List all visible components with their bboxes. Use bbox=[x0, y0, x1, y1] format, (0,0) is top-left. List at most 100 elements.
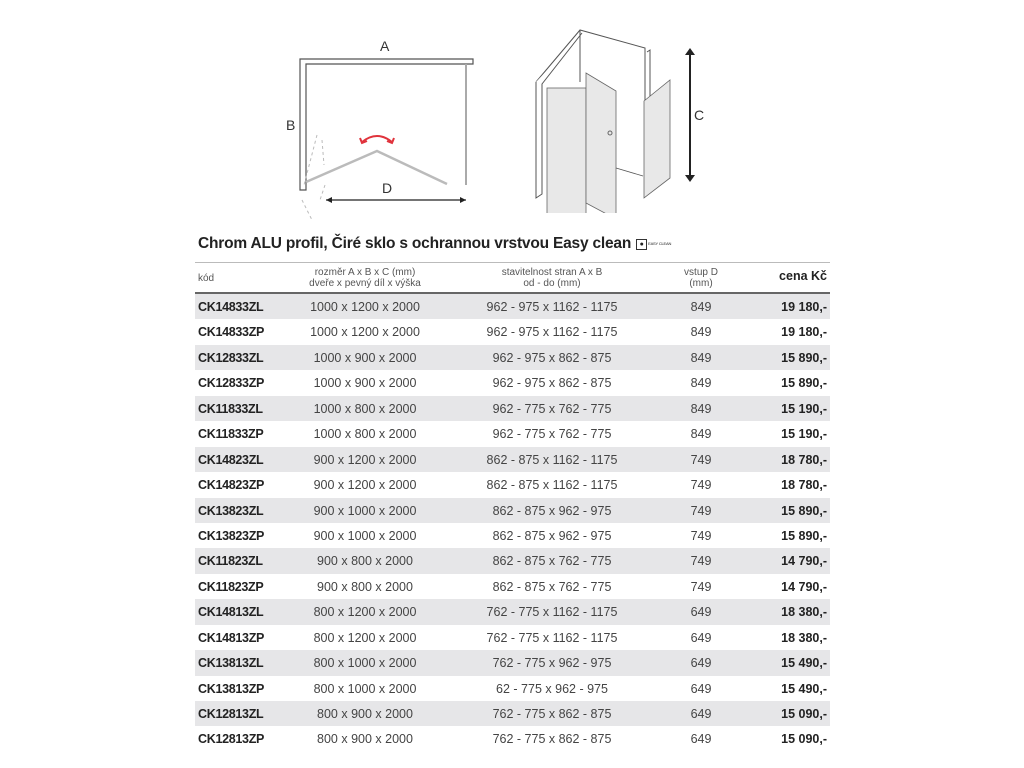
cell-entry: 849 bbox=[690, 376, 712, 391]
cell-adjust: 762 - 775 x 1162 - 1175 bbox=[486, 630, 618, 645]
cell-adjust: 962 - 775 x 762 - 775 bbox=[492, 401, 612, 416]
cell-entry: 849 bbox=[690, 350, 712, 365]
table-row: CK12813ZP 800 x 900 x 2000 762 - 775 x 862… bbox=[195, 726, 830, 751]
cell-adjust: 762 - 775 x 862 - 875 bbox=[492, 732, 612, 747]
cell-price: 15 490,- bbox=[781, 681, 827, 696]
cell-adjust: 862 - 875 x 762 - 775 bbox=[492, 579, 612, 594]
table-row: CK11833ZP 1000 x 800 x 2000 962 - 775 x 76… bbox=[195, 421, 830, 446]
cell-entry: 749 bbox=[690, 579, 712, 594]
cell-entry: 649 bbox=[690, 732, 712, 747]
cell-size: 900 x 1200 x 2000 bbox=[313, 452, 417, 467]
table-row: CK13823ZP 900 x 1000 x 2000 862 - 875 x 96… bbox=[195, 523, 830, 548]
cell-size: 900 x 1000 x 2000 bbox=[313, 503, 417, 518]
cell-entry: 749 bbox=[690, 554, 712, 569]
cell-price: 18 380,- bbox=[781, 630, 827, 645]
cell-size: 1000 x 900 x 2000 bbox=[313, 350, 417, 365]
cell-adjust: 962 - 975 x 862 - 875 bbox=[492, 376, 612, 391]
swing-arrow-icon bbox=[361, 135, 393, 143]
table-row: CK14823ZP 900 x 1200 x 2000 862 - 875 x 11… bbox=[195, 472, 830, 497]
cell-entry: 849 bbox=[690, 325, 712, 340]
cell-code: CK14813ZL bbox=[198, 605, 264, 620]
cell-size: 800 x 1000 x 2000 bbox=[313, 681, 417, 696]
cell-size: 800 x 900 x 2000 bbox=[317, 732, 413, 747]
cell-code: CK13823ZP bbox=[198, 528, 265, 543]
header-size-line2: dveře x pevný díl x výška bbox=[309, 278, 421, 289]
cell-entry: 749 bbox=[690, 528, 712, 543]
cell-adjust: 762 - 775 x 1162 - 1175 bbox=[486, 605, 618, 620]
header-size: rozměr A x B x C (mm) dveře x pevný díl x… bbox=[290, 267, 440, 289]
cell-code: CK14813ZP bbox=[198, 630, 265, 645]
cell-adjust: 862 - 875 x 962 - 975 bbox=[492, 503, 612, 518]
cell-price: 14 790,- bbox=[781, 554, 827, 569]
cell-price: 18 780,- bbox=[781, 452, 827, 467]
header-code: kód bbox=[198, 273, 215, 284]
table-row: CK14833ZL 1000 x 1200 x 2000 962 - 975 x 1… bbox=[195, 294, 830, 320]
label-d: D bbox=[382, 180, 393, 196]
table-row: CK14833ZP 1000 x 1200 x 2000 962 - 975 x 1… bbox=[195, 319, 830, 344]
iso-diagram bbox=[535, 29, 695, 213]
cell-adjust: 962 - 975 x 862 - 875 bbox=[492, 350, 612, 365]
easy-clean-text: EASY CLEAN bbox=[648, 241, 672, 246]
cell-price: 15 890,- bbox=[781, 376, 827, 391]
plan-diagram bbox=[299, 58, 474, 220]
cell-size: 800 x 1200 x 2000 bbox=[313, 605, 417, 620]
header-adjust-line1: stavitelnost stran A x B bbox=[501, 267, 603, 278]
cell-price: 15 190,- bbox=[781, 427, 827, 442]
cell-entry: 749 bbox=[690, 478, 712, 493]
header-adjust-line2: od - do (mm) bbox=[523, 278, 581, 289]
cell-size: 800 x 900 x 2000 bbox=[317, 707, 413, 721]
cell-price: 15 090,- bbox=[781, 732, 827, 747]
cell-size: 900 x 800 x 2000 bbox=[317, 554, 413, 569]
cell-entry: 749 bbox=[690, 503, 712, 518]
cell-adjust: 862 - 875 x 762 - 775 bbox=[492, 554, 612, 569]
cell-adjust: 862 - 875 x 962 - 975 bbox=[492, 528, 612, 543]
cell-price: 14 790,- bbox=[781, 579, 827, 594]
cell-size: 900 x 800 x 2000 bbox=[317, 579, 413, 594]
cell-code: CK12813ZL bbox=[198, 707, 264, 721]
cell-price: 15 490,- bbox=[781, 656, 827, 671]
droplet-icon: ● bbox=[636, 238, 648, 250]
cell-adjust: 962 - 775 x 762 - 775 bbox=[492, 427, 612, 442]
table-row: CK14813ZP 800 x 1200 x 2000 762 - 775 x 11… bbox=[195, 625, 830, 650]
cell-size: 1000 x 800 x 2000 bbox=[313, 427, 417, 442]
cell-adjust: 62 - 775 x 962 - 975 bbox=[496, 681, 608, 696]
cell-size: 900 x 1200 x 2000 bbox=[313, 478, 417, 493]
table-row: CK12813ZL 800 x 900 x 2000 762 - 775 x 862… bbox=[195, 701, 830, 727]
cell-entry: 649 bbox=[690, 630, 712, 645]
cell-price: 19 180,- bbox=[781, 300, 827, 314]
table-row: CK13813ZP 800 x 1000 x 2000 62 - 775 x 962… bbox=[195, 676, 830, 701]
cell-price: 15 890,- bbox=[781, 528, 827, 543]
cell-size: 800 x 1200 x 2000 bbox=[313, 630, 417, 645]
cell-entry: 849 bbox=[690, 300, 712, 314]
cell-code: CK12833ZP bbox=[198, 376, 265, 391]
table-row: CK11823ZP 900 x 800 x 2000 862 - 875 x 762… bbox=[195, 574, 830, 599]
cell-code: CK11833ZP bbox=[198, 427, 264, 442]
table-row: CK14823ZL 900 x 1200 x 2000 862 - 875 x 11… bbox=[195, 446, 830, 473]
title-text: Chrom ALU profil, Čiré sklo s ochrannou … bbox=[198, 235, 632, 252]
cell-adjust: 762 - 775 x 862 - 875 bbox=[492, 707, 612, 721]
cell-adjust: 862 - 875 x 1162 - 1175 bbox=[486, 452, 618, 467]
cell-price: 15 890,- bbox=[781, 350, 827, 365]
table-row: CK12833ZL 1000 x 900 x 2000 962 - 975 x 86… bbox=[195, 344, 830, 371]
table-row: CK13813ZL 800 x 1000 x 2000 762 - 775 x 96… bbox=[195, 650, 830, 676]
easy-clean-badge: ● EASY CLEAN bbox=[636, 238, 672, 250]
cell-adjust: 962 - 975 x 1162 - 1175 bbox=[486, 300, 618, 314]
table-row: CK14813ZL 800 x 1200 x 2000 762 - 775 x 11… bbox=[195, 599, 830, 625]
cell-code: CK13813ZP bbox=[198, 681, 265, 696]
section-title: Chrom ALU profil, Čiré sklo s ochrannou … bbox=[198, 235, 672, 253]
table-row: CK11833ZL 1000 x 800 x 2000 962 - 775 x 76… bbox=[195, 395, 830, 422]
cell-adjust: 762 - 775 x 962 - 975 bbox=[492, 656, 612, 671]
label-b: B bbox=[286, 117, 296, 133]
header-entry-line2: (mm) bbox=[689, 278, 713, 289]
header-entry-line1: vstup D bbox=[684, 267, 718, 278]
cell-size: 1000 x 800 x 2000 bbox=[313, 401, 417, 416]
cell-code: CK13813ZL bbox=[198, 656, 264, 671]
cell-entry: 649 bbox=[690, 656, 712, 671]
cell-price: 15 090,- bbox=[781, 707, 827, 721]
price-table: kód rozměr A x B x C (mm) dveře x pevný d… bbox=[195, 262, 830, 752]
cell-price: 18 780,- bbox=[781, 478, 827, 493]
header-entry: vstup D (mm) bbox=[671, 267, 731, 289]
cell-entry: 649 bbox=[690, 681, 712, 696]
cell-entry: 849 bbox=[690, 427, 712, 442]
